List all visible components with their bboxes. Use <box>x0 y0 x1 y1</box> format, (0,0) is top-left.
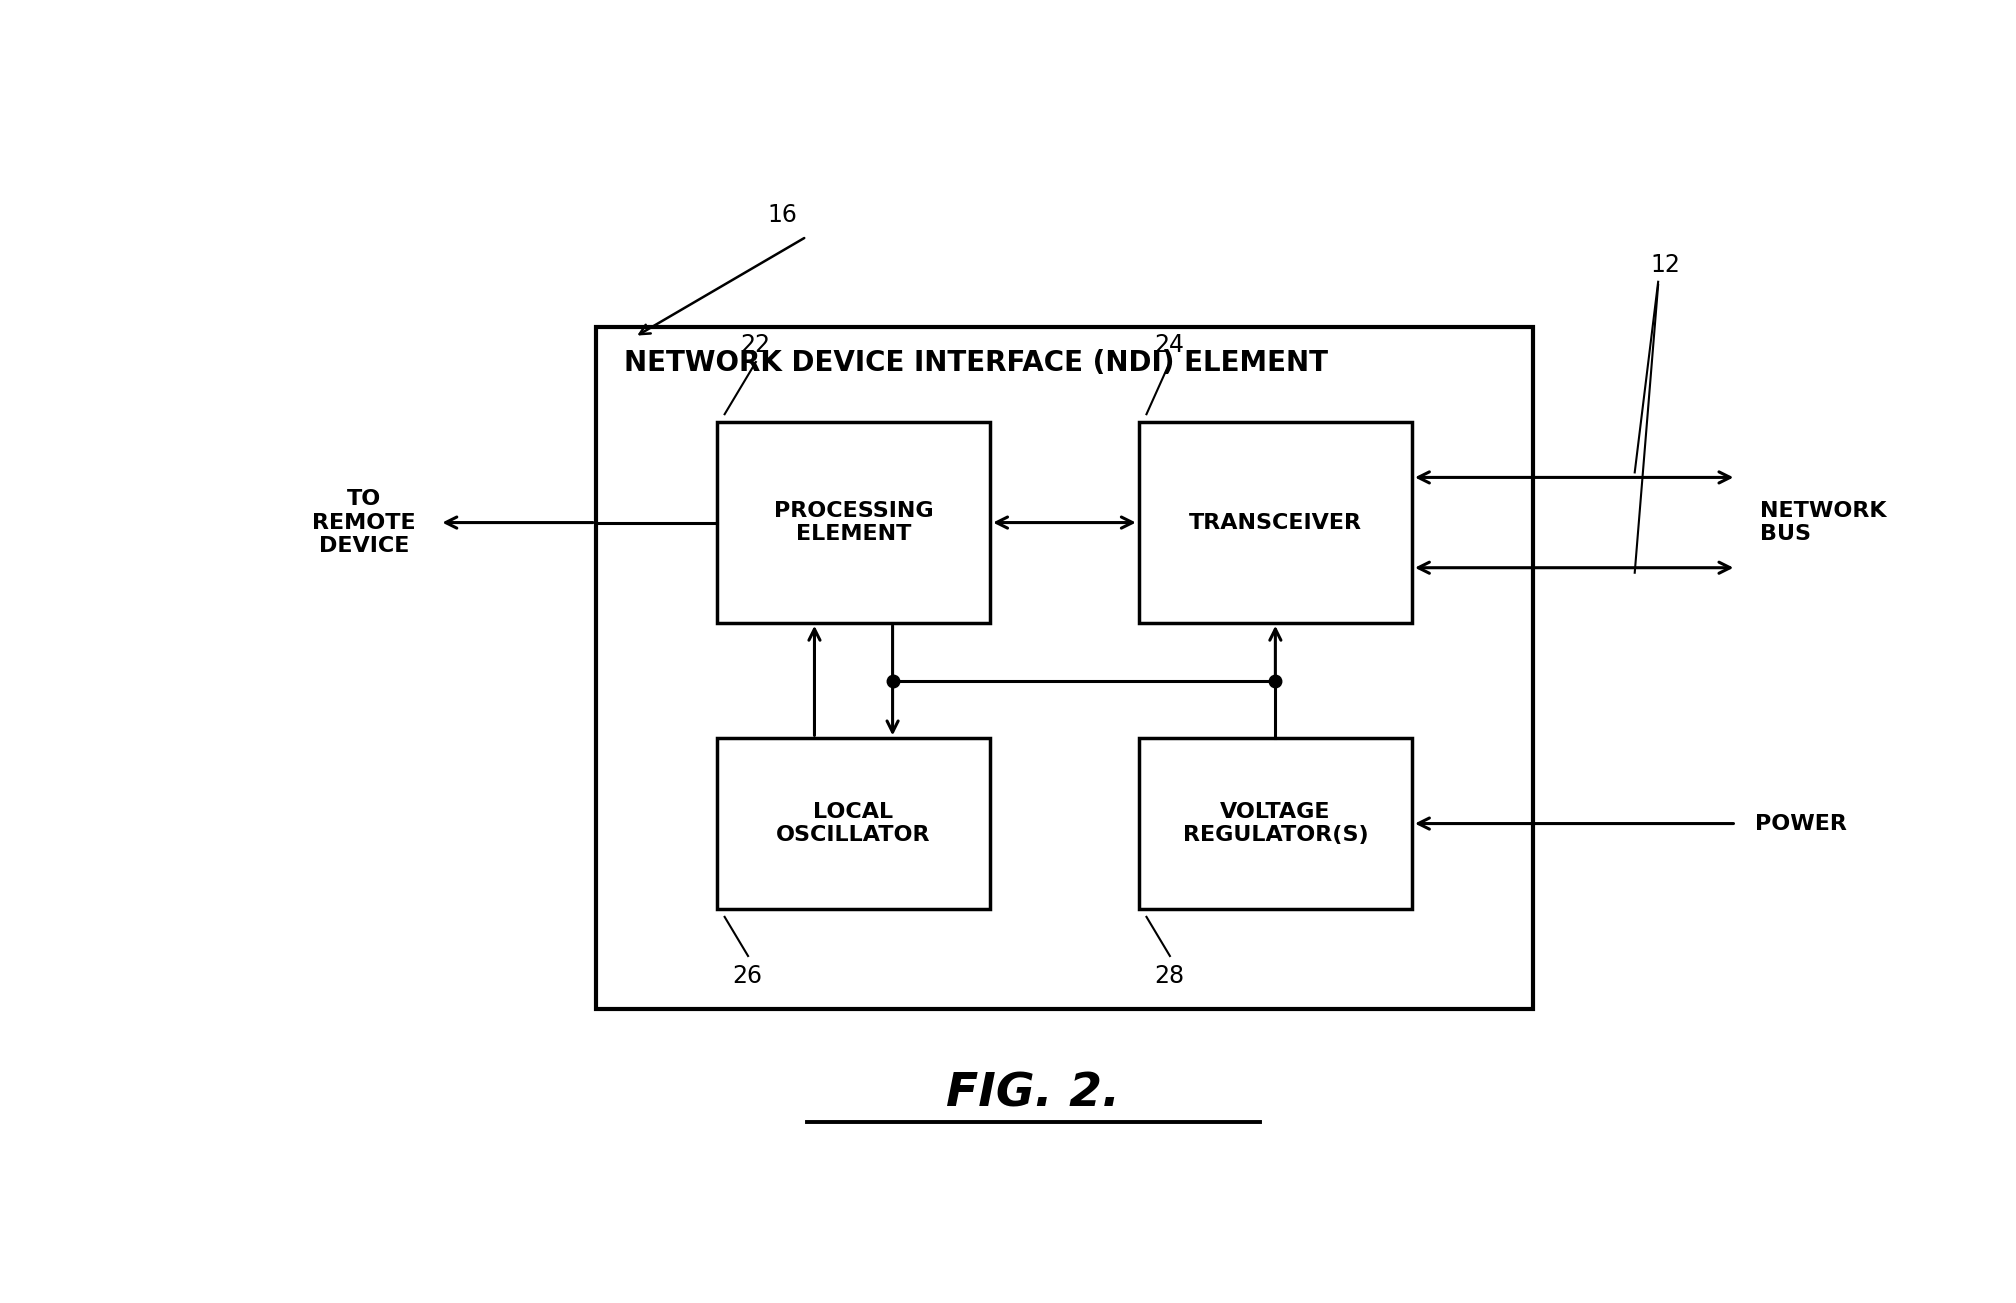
Bar <box>1139 739 1411 909</box>
Text: LOCAL
OSCILLATOR: LOCAL OSCILLATOR <box>776 801 931 846</box>
Bar <box>597 327 1534 1009</box>
Text: PROCESSING
ELEMENT: PROCESSING ELEMENT <box>774 500 933 545</box>
Text: 24: 24 <box>1155 334 1183 357</box>
Text: 22: 22 <box>740 334 770 357</box>
Text: TO
REMOTE
DEVICE: TO REMOTE DEVICE <box>312 490 415 556</box>
Text: 12: 12 <box>1651 253 1679 276</box>
Text: 16: 16 <box>768 202 798 227</box>
Bar <box>718 422 990 623</box>
Text: NETWORK DEVICE INTERFACE (NDI) ELEMENT: NETWORK DEVICE INTERFACE (NDI) ELEMENT <box>623 349 1329 377</box>
Bar <box>1139 422 1411 623</box>
Text: TRANSCEIVER: TRANSCEIVER <box>1189 512 1363 533</box>
Text: VOLTAGE
REGULATOR(S): VOLTAGE REGULATOR(S) <box>1183 801 1369 846</box>
Text: POWER: POWER <box>1756 813 1847 834</box>
Text: NETWORK
BUS: NETWORK BUS <box>1760 500 1887 545</box>
Text: 28: 28 <box>1155 964 1185 988</box>
Text: 26: 26 <box>732 964 762 988</box>
Bar <box>718 739 990 909</box>
Text: FIG. 2.: FIG. 2. <box>946 1072 1121 1117</box>
